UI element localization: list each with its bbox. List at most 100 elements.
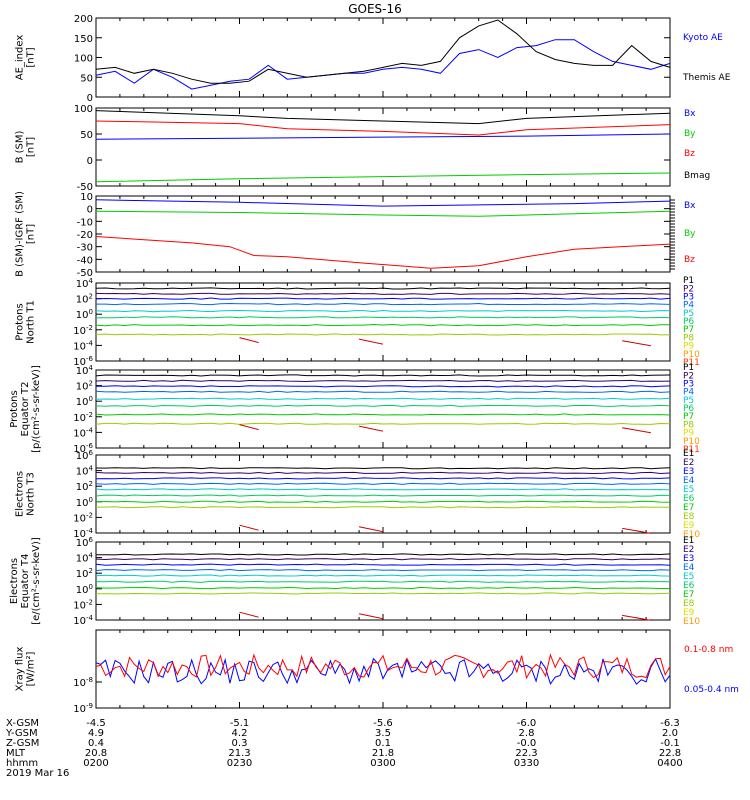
panel-xray: 10-9 10-8 Xray flux [W/m²] 0.1-0.8 nm 0.05-0.… bbox=[15, 629, 739, 715]
legend-entry: P2 bbox=[683, 284, 694, 294]
series-line bbox=[95, 653, 671, 680]
series-fragment bbox=[622, 614, 651, 621]
footer-value: 0330 bbox=[514, 758, 539, 769]
series-line bbox=[95, 580, 671, 583]
series-fragment bbox=[239, 611, 259, 618]
y-tick-label: 100 bbox=[76, 395, 93, 408]
footer-value: -5.1 bbox=[230, 718, 250, 729]
legend-entry: P6 bbox=[683, 317, 694, 327]
legend-entry: E9 bbox=[683, 521, 695, 531]
legend-entry: E7 bbox=[683, 503, 694, 513]
series-line bbox=[95, 553, 671, 556]
series-line bbox=[95, 477, 671, 480]
legend-entry: E10 bbox=[683, 617, 700, 627]
series-line bbox=[95, 236, 671, 269]
y-tick-label: 200 bbox=[74, 14, 93, 25]
y-axis-label: [nT] bbox=[26, 137, 37, 157]
y-tick-label: 100 bbox=[76, 583, 93, 596]
series-line bbox=[95, 563, 671, 566]
legend-entry: 0.1-0.8 nm bbox=[684, 645, 733, 655]
legend-entry: E4 bbox=[683, 476, 695, 486]
footer-value: -0.1 bbox=[660, 738, 680, 749]
footer-value: 21.3 bbox=[228, 748, 250, 759]
series-line bbox=[95, 292, 671, 295]
series-line bbox=[96, 385, 671, 388]
footer-value: -6.3 bbox=[660, 718, 680, 729]
series-line bbox=[95, 374, 671, 377]
y-tick-label: 102 bbox=[76, 380, 93, 393]
series-line bbox=[95, 500, 671, 503]
y-axis-label: Xray flux bbox=[15, 647, 26, 692]
legend-entry: E2 bbox=[683, 545, 694, 555]
panel-b-sm: -50 0 50 100 B (SM) [nT] Bx By Bz Bmag bbox=[15, 104, 711, 193]
legend-entry: E1 bbox=[683, 536, 694, 546]
legend-entry: P4 bbox=[683, 388, 694, 398]
legend-entry: Bz bbox=[684, 149, 695, 159]
series-line bbox=[95, 413, 671, 416]
footer-value: 0.1 bbox=[375, 738, 391, 749]
series-line bbox=[95, 390, 671, 393]
legend-entry: E6 bbox=[683, 494, 695, 504]
legend-entry: P3 bbox=[683, 293, 694, 303]
panel-b-igrf: -50 -40-30 -20 -100 10 B (SM)-IGRF (SM) [nT] Bx… bbox=[15, 191, 697, 279]
series-fragment bbox=[358, 425, 384, 432]
footer-row-label: Z-GSM bbox=[6, 738, 39, 749]
legend-entry: E1 bbox=[683, 449, 694, 459]
footer-value: 2.0 bbox=[662, 728, 678, 739]
y-tick-label: 10-9 bbox=[73, 702, 93, 715]
y-tick-label: -20 bbox=[77, 230, 93, 241]
legend-entry: E7 bbox=[683, 590, 694, 600]
y-tick-label: -30 bbox=[77, 243, 93, 254]
legend-entry: Bx bbox=[684, 109, 696, 119]
series-line bbox=[95, 297, 671, 300]
y-tick-label: 102 bbox=[76, 567, 93, 580]
footer-value: 20.8 bbox=[85, 748, 107, 759]
series-line bbox=[95, 482, 671, 485]
legend-entry: P8 bbox=[683, 333, 694, 343]
panel-ae-index: 0 50 100 150 200 AE_index [nT] Kyoto AE Themis A… bbox=[15, 14, 731, 104]
y-tick-label: -40 bbox=[77, 255, 93, 266]
footer-value: -4.5 bbox=[86, 718, 106, 729]
panel-frame bbox=[95, 629, 671, 709]
footer-value: 3.5 bbox=[375, 728, 391, 739]
figure-title: GOES-16 bbox=[348, 2, 402, 16]
panel-frame bbox=[95, 369, 671, 449]
series-line bbox=[95, 287, 671, 290]
legend-entry: P5 bbox=[683, 309, 694, 319]
y-axis-label: AE_index bbox=[15, 35, 26, 81]
series-line bbox=[95, 379, 671, 383]
y-tick-label: 0 bbox=[87, 205, 93, 216]
y-axis-label: [nT] bbox=[26, 47, 37, 67]
footer-value: 4.9 bbox=[88, 728, 104, 739]
legend-entry: Bz bbox=[684, 255, 695, 265]
legend-entry: By bbox=[684, 129, 696, 139]
legend-entry: P1 bbox=[683, 363, 694, 373]
y-tick-label: 10-2 bbox=[73, 511, 93, 524]
series-line bbox=[95, 657, 671, 686]
y-tick-label: 10-4 bbox=[73, 614, 93, 627]
y-axis-label: B (SM)-IGRF (SM) bbox=[15, 191, 26, 277]
y-tick-label: -50 bbox=[77, 268, 93, 279]
legend-entry: P8 bbox=[683, 420, 694, 430]
series-line bbox=[96, 506, 671, 509]
y-tick-label: 10-4 bbox=[73, 426, 93, 439]
series-line bbox=[95, 397, 671, 400]
legend-entry: E3 bbox=[683, 554, 694, 564]
y-tick-label: 10-4 bbox=[73, 339, 93, 352]
legend-entry: Bx bbox=[684, 201, 696, 211]
y-tick-label: 100 bbox=[76, 496, 93, 509]
y-tick-label: 100 bbox=[76, 308, 93, 321]
series-line bbox=[95, 422, 671, 425]
series-line bbox=[95, 120, 671, 136]
series-line bbox=[95, 333, 671, 336]
y-tick-label: 150 bbox=[74, 34, 93, 45]
y-tick-label: 104 bbox=[76, 552, 94, 565]
series-fragment bbox=[358, 613, 384, 620]
y-tick-label: 104 bbox=[76, 364, 94, 377]
footer-value: -5.6 bbox=[373, 718, 393, 729]
y-axis-label: [p/(cm²-s-sr-keV)] bbox=[31, 365, 42, 453]
legend-entry: P9 bbox=[683, 342, 694, 352]
footer-value: 0.4 bbox=[88, 738, 104, 749]
